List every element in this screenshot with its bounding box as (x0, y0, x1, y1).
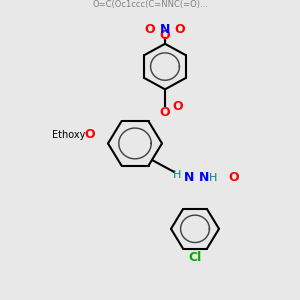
Text: O: O (172, 100, 183, 113)
Title: O=C(Oc1ccc(C=NNC(=O)...: O=C(Oc1ccc(C=NNC(=O)... (92, 0, 208, 9)
Text: Ethoxy: Ethoxy (52, 130, 86, 140)
Text: O: O (85, 128, 95, 141)
Text: O: O (160, 106, 170, 118)
Text: H: H (173, 170, 181, 180)
Text: H: H (209, 172, 217, 183)
Text: N: N (184, 171, 194, 184)
Text: O: O (229, 171, 239, 184)
Text: O: O (160, 29, 170, 42)
Text: N: N (199, 171, 209, 184)
Text: O: O (175, 23, 185, 36)
Text: Cl: Cl (188, 251, 202, 264)
Text: O: O (145, 23, 155, 36)
Text: N: N (160, 23, 170, 36)
